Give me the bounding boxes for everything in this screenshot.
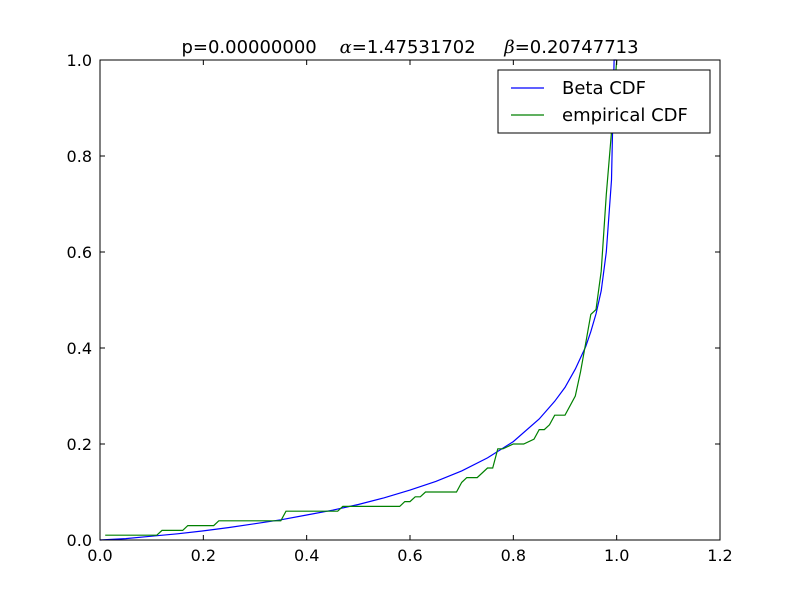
y-tick-label: 1.0: [67, 51, 92, 70]
title-beta-value: =0.20747713: [515, 37, 639, 58]
series-line-beta-cdf: [99, 59, 617, 541]
chart-title: p=0.00000000 α=1.47531702 β=0.20747713: [181, 37, 638, 58]
title-p-value: p=0.00000000: [181, 37, 316, 58]
legend-label-beta-cdf: Beta CDF: [562, 78, 646, 99]
x-tick-label: 0.6: [397, 546, 422, 565]
title-beta-symbol: β: [503, 37, 514, 58]
title-alpha-symbol: α: [340, 37, 352, 58]
x-tick-label: 0.2: [191, 546, 216, 565]
x-tick-label: 0.4: [294, 546, 319, 565]
title-gap: [317, 37, 340, 58]
legend: Beta CDF empirical CDF: [497, 69, 711, 134]
tick-layer: 0.0 0.2 0.4 0.6 0.8 1.0 1.2 0.0 0.2 0.4 0.6 0.8 1.0: [67, 51, 733, 565]
y-tick-label: 0.8: [67, 147, 92, 166]
series-line-empirical-cdf: [105, 59, 618, 536]
title-alpha-value: =1.47531702: [352, 37, 476, 58]
title-gap-2: [476, 37, 505, 58]
series-layer: [99, 59, 618, 541]
x-tick-label: 0.0: [87, 546, 112, 565]
y-tick-label: 0.0: [67, 531, 92, 550]
y-tick-label: 0.4: [67, 339, 92, 358]
x-tick-label: 1.2: [707, 546, 732, 565]
x-tick-label: 1.0: [604, 546, 629, 565]
axes-background: [100, 60, 720, 540]
legend-label-empirical-cdf: empirical CDF: [562, 105, 688, 126]
y-tick-label: 0.2: [67, 435, 92, 454]
x-tick-label: 0.8: [501, 546, 526, 565]
y-tick-label: 0.6: [67, 243, 92, 262]
legend-box: [497, 69, 711, 134]
